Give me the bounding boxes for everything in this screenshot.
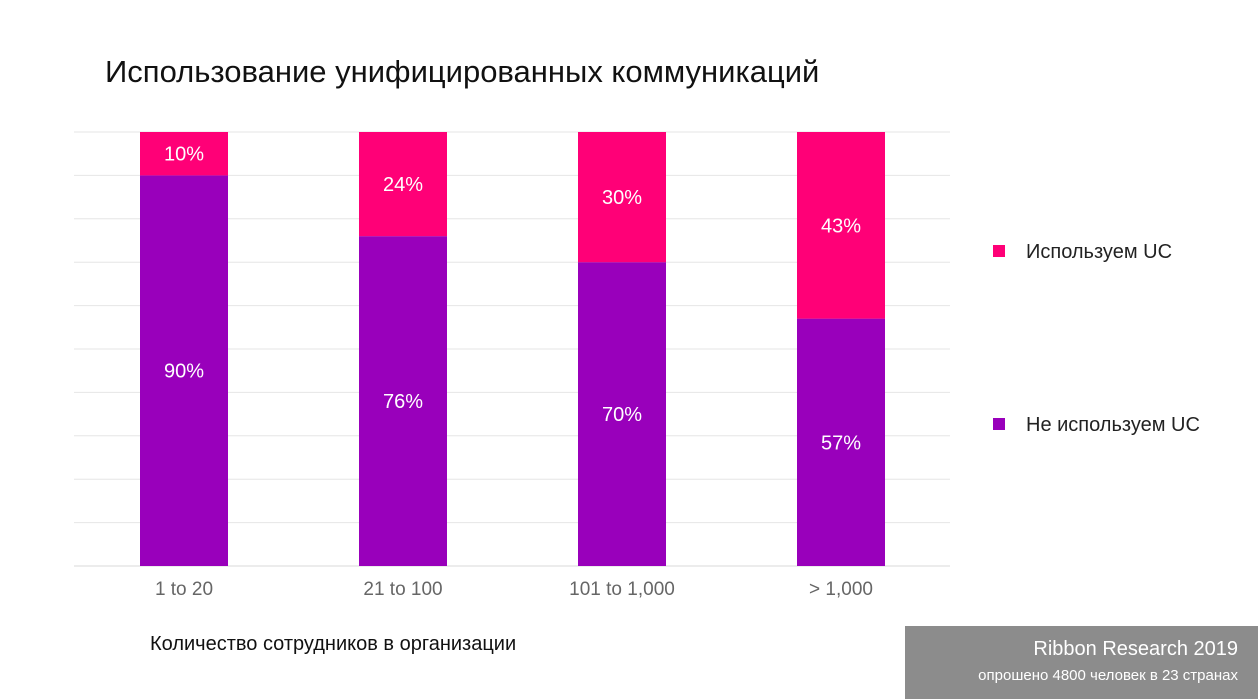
x-tick-labels: 1 to 20 21 to 100 101 to 1,000 > 1,000 [155, 579, 873, 600]
bar-data-label: 24% [383, 174, 423, 196]
bar-data-label: 70% [602, 404, 642, 426]
x-tick-label: 21 to 100 [363, 579, 442, 600]
legend-swatch-not-used [993, 418, 1005, 430]
bar-data-label: 57% [821, 432, 861, 454]
bar-data-label: 10% [164, 144, 204, 166]
bar-data-label: 43% [821, 215, 861, 237]
bar-segment [578, 132, 666, 263]
bar-segment [797, 132, 885, 319]
bar-segment [797, 318, 885, 566]
source-box: Ribbon Research 2019 опрошено 4800 челов… [905, 626, 1258, 699]
bar-labels: 90% 10% 76% 24% 70% 30% 57% 43% [164, 144, 861, 455]
bar-data-label: 76% [383, 391, 423, 413]
legend-label-used: Используем UC [1026, 241, 1173, 263]
legend-label-not-used: Не используем UC [1026, 414, 1200, 436]
x-tick-label: 1 to 20 [155, 579, 213, 600]
bar-segment [140, 132, 228, 176]
source-subtitle: опрошено 4800 человек в 23 странах [978, 667, 1238, 684]
bar-segment [359, 236, 447, 566]
bar-segment [578, 262, 666, 566]
legend-swatch-used [993, 245, 1005, 257]
bar-data-label: 90% [164, 361, 204, 383]
x-tick-label: 101 to 1,000 [569, 579, 675, 600]
bar-segment [359, 132, 447, 237]
x-tick-label: > 1,000 [809, 579, 873, 600]
source-title: Ribbon Research 2019 [1033, 638, 1238, 660]
bars [140, 132, 885, 566]
bar-data-label: 30% [602, 187, 642, 209]
chart-title: Использование унифицированных коммуникац… [105, 54, 820, 89]
bar-segment [140, 175, 228, 566]
x-axis-title: Количество сотрудников в организации [150, 633, 517, 655]
